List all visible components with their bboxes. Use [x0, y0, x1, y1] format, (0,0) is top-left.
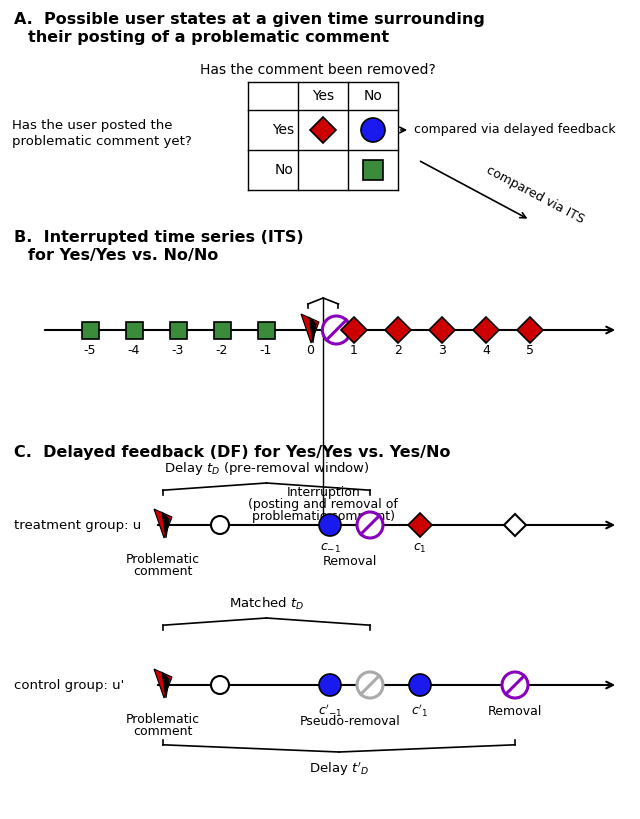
Polygon shape — [154, 509, 172, 538]
Text: (posting and removal of: (posting and removal of — [248, 498, 398, 511]
Text: comment: comment — [133, 725, 193, 738]
Text: -4: -4 — [128, 344, 140, 357]
Text: Matched $t_D$: Matched $t_D$ — [229, 596, 304, 612]
Circle shape — [357, 512, 383, 538]
Circle shape — [211, 516, 229, 534]
Text: $c_{-1}$: $c_{-1}$ — [319, 542, 340, 555]
Polygon shape — [517, 317, 543, 343]
Text: 5: 5 — [526, 344, 534, 357]
Bar — [125, 322, 143, 338]
Polygon shape — [301, 314, 319, 343]
Bar — [170, 322, 186, 338]
Text: treatment group: u: treatment group: u — [14, 518, 141, 532]
Text: for Yes/Yes vs. No/No: for Yes/Yes vs. No/No — [28, 248, 218, 263]
Text: Problematic: Problematic — [126, 553, 200, 566]
Text: $c_1$: $c_1$ — [413, 542, 427, 555]
Polygon shape — [429, 317, 455, 343]
Polygon shape — [310, 117, 336, 143]
Text: C.  Delayed feedback (DF) for Yes/Yes vs. Yes/No: C. Delayed feedback (DF) for Yes/Yes vs.… — [14, 445, 451, 460]
Polygon shape — [504, 514, 526, 536]
Text: $c'_1$: $c'_1$ — [412, 702, 429, 718]
Text: problematic comment yet?: problematic comment yet? — [12, 135, 192, 148]
Text: Removal: Removal — [488, 705, 542, 718]
Text: Interruption: Interruption — [286, 486, 360, 499]
Polygon shape — [408, 513, 432, 537]
Text: problematic comment): problematic comment) — [252, 510, 395, 523]
Text: compared via ITS: compared via ITS — [484, 164, 586, 226]
Bar — [81, 322, 99, 338]
Text: No: No — [275, 163, 294, 177]
Text: B.  Interrupted time series (ITS): B. Interrupted time series (ITS) — [14, 230, 303, 245]
Circle shape — [502, 672, 528, 698]
Text: Delay $t_D$ (pre-removal window): Delay $t_D$ (pre-removal window) — [164, 460, 369, 477]
Text: No: No — [364, 89, 383, 103]
Circle shape — [409, 674, 431, 696]
Text: Problematic: Problematic — [126, 713, 200, 726]
Text: Yes: Yes — [272, 123, 294, 137]
Polygon shape — [385, 317, 411, 343]
Text: -3: -3 — [172, 344, 184, 357]
Polygon shape — [473, 317, 499, 343]
Text: Yes: Yes — [312, 89, 334, 103]
Bar — [214, 322, 230, 338]
Text: Delay $t'_D$: Delay $t'_D$ — [309, 760, 369, 777]
Text: 2: 2 — [394, 344, 402, 357]
Text: A.  Possible user states at a given time surrounding: A. Possible user states at a given time … — [14, 12, 485, 27]
Circle shape — [319, 514, 341, 536]
Text: -1: -1 — [260, 344, 272, 357]
Text: Removal: Removal — [323, 555, 377, 568]
Circle shape — [211, 676, 229, 694]
Polygon shape — [162, 512, 169, 538]
Polygon shape — [162, 672, 169, 698]
Circle shape — [357, 672, 383, 698]
Text: control group: u': control group: u' — [14, 678, 124, 691]
Bar — [363, 160, 383, 180]
Bar — [257, 322, 275, 338]
Text: 0: 0 — [306, 344, 314, 357]
Text: -5: -5 — [84, 344, 96, 357]
Text: comment: comment — [133, 565, 193, 578]
Text: 4: 4 — [482, 344, 490, 357]
Text: Has the comment been removed?: Has the comment been removed? — [200, 63, 436, 77]
Text: Has the user posted the: Has the user posted the — [12, 119, 173, 132]
Polygon shape — [154, 669, 172, 698]
Text: -2: -2 — [216, 344, 228, 357]
Text: 1: 1 — [350, 344, 358, 357]
Text: 3: 3 — [438, 344, 446, 357]
Text: $c'_{-1}$: $c'_{-1}$ — [318, 702, 342, 718]
Circle shape — [319, 674, 341, 696]
Polygon shape — [341, 317, 367, 343]
Polygon shape — [309, 317, 316, 343]
Circle shape — [323, 316, 351, 344]
Text: compared via delayed feedback: compared via delayed feedback — [414, 124, 616, 137]
Circle shape — [361, 118, 385, 142]
Text: Pseudo-removal: Pseudo-removal — [300, 715, 401, 728]
Text: their posting of a problematic comment: their posting of a problematic comment — [28, 30, 389, 45]
